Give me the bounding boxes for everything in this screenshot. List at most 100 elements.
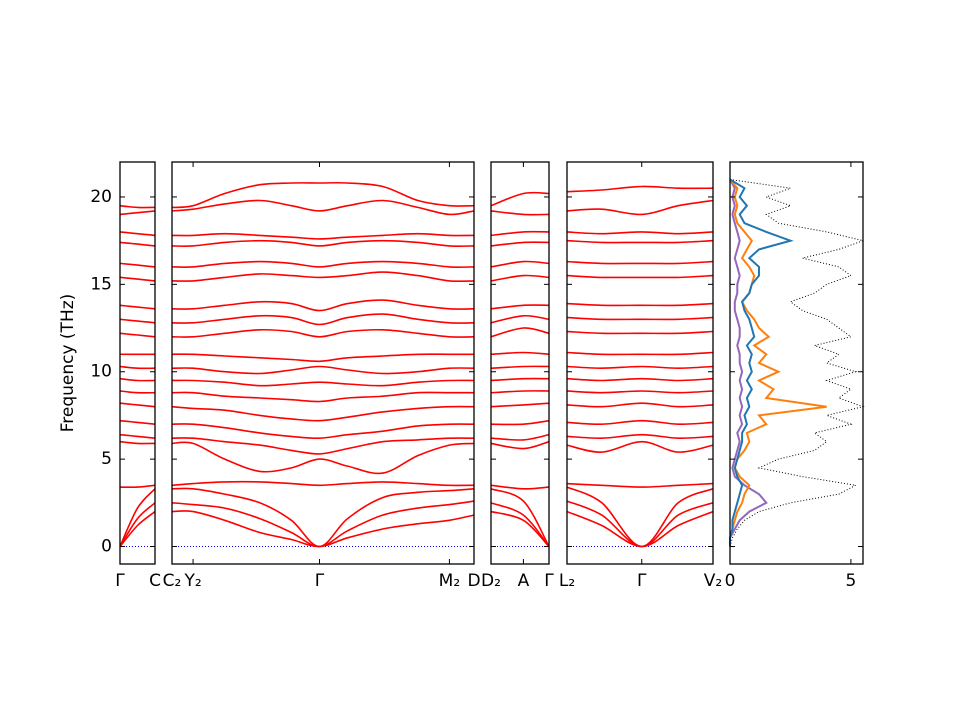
band [490,210,550,216]
band [566,274,714,279]
band [566,482,714,488]
band [490,274,550,282]
band [490,230,550,237]
dos-line [729,178,827,547]
band [566,433,714,440]
band [490,327,550,338]
band [119,377,156,382]
x-tick-label: M₂ [439,571,460,591]
band [119,433,156,439]
panel-frame [729,161,864,565]
x-tick-label: 0 [725,571,736,591]
band [119,419,156,425]
band [119,402,156,408]
x-tick-label: L₂ [559,571,575,591]
band [490,314,550,324]
band [119,241,156,247]
panel-frame [490,161,550,565]
panel-frame [119,161,156,565]
x-tick-label: V₂ [704,571,722,591]
band [566,390,714,394]
band [566,260,714,265]
band [171,239,475,247]
band [490,260,550,268]
band [119,304,156,310]
band [490,433,550,441]
band [490,419,550,426]
band [566,302,714,307]
band [171,500,475,548]
x-tick-label: A [518,571,530,591]
x-tick-label: D [467,571,480,591]
y-tick-label: 10 [90,362,112,382]
band [171,379,475,387]
band [490,484,550,490]
band [490,502,550,548]
band [171,353,474,363]
band [566,330,714,335]
band [566,402,714,408]
band [171,405,475,422]
band [171,260,475,268]
dos-line [729,178,794,547]
band [119,484,156,489]
band [490,440,550,450]
band [119,210,156,216]
band [171,181,475,209]
x-tick-label: Y₂ [183,571,201,591]
band [490,402,550,408]
band [171,391,474,403]
x-tick-label: C₂ [163,571,182,591]
panel-frame [566,161,714,565]
y-tick-label: 0 [101,537,112,557]
band [566,440,714,453]
band [171,199,475,216]
band [119,276,156,282]
band [490,304,550,310]
band [566,239,714,244]
band [566,500,714,548]
band [119,488,156,547]
x-tick-label: D₂ [481,571,501,591]
band [490,241,550,247]
band [566,377,714,382]
band [490,365,550,370]
band [171,437,475,455]
band [490,377,550,382]
band [171,487,475,548]
band [490,390,550,394]
band [566,316,714,321]
y-tick-label: 15 [90,274,112,294]
x-tick-label: Γ [637,571,647,591]
x-tick-label: Γ [115,571,125,591]
band [171,232,475,240]
x-tick-label: C [149,571,161,591]
band [171,441,475,475]
band [171,313,475,326]
band [171,299,475,312]
band [566,185,714,193]
band [119,502,156,547]
band [171,271,475,283]
band [119,510,156,548]
band [119,231,156,237]
band [119,365,156,370]
band [119,318,156,324]
x-tick-label: 5 [845,571,856,591]
band [566,365,714,370]
band [566,199,714,216]
band [566,231,714,235]
panel-frame [171,161,475,565]
band [490,351,550,356]
band [171,365,475,375]
band [566,486,714,548]
x-tick-label: Γ [315,571,325,591]
band [171,480,475,487]
y-tick-label: 5 [101,449,112,469]
dos-line [729,179,768,547]
x-tick-label: Γ [544,571,554,591]
band [171,328,475,338]
band [490,488,550,547]
band [566,510,714,548]
